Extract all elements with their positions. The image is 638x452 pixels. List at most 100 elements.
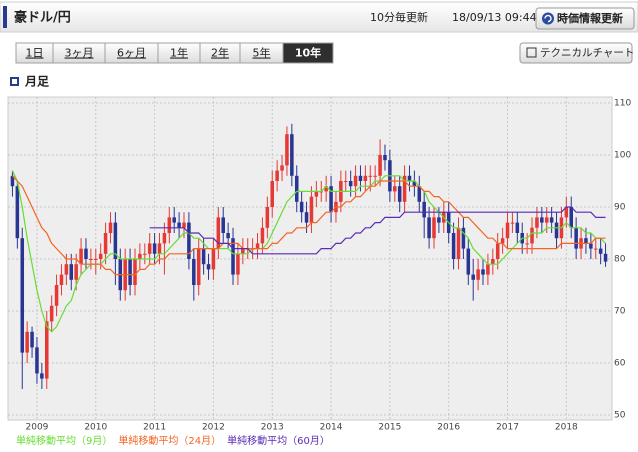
- period-tab-label[interactable]: 1年: [170, 46, 188, 60]
- candle-body: [196, 248, 201, 285]
- candle-body: [280, 165, 284, 171]
- period-tab-label[interactable]: 3ヶ月: [65, 47, 94, 60]
- candle-body: [147, 243, 152, 254]
- candle-body: [241, 248, 245, 254]
- candle-body: [30, 331, 34, 348]
- candle-body: [373, 175, 377, 177]
- candle-body: [540, 217, 544, 223]
- candle-body: [216, 217, 221, 249]
- candle-body: [358, 175, 363, 181]
- x-tick-label: 2017: [496, 423, 519, 433]
- candle-body: [574, 227, 578, 249]
- candle-body: [505, 222, 510, 239]
- candle-body: [314, 191, 319, 197]
- x-tick-label: 2012: [202, 423, 225, 433]
- period-tab-label[interactable]: 6ヶ月: [117, 47, 146, 60]
- candle-body: [451, 233, 456, 259]
- candle-body: [59, 274, 64, 285]
- period-tabs: 1日 3ヶ月 6ヶ月 1年 2年 5年 10年: [15, 42, 334, 64]
- candle-body: [270, 181, 275, 207]
- candle-body: [103, 233, 108, 254]
- refresh-icon[interactable]: [542, 12, 554, 25]
- period-tab[interactable]: 3ヶ月: [52, 42, 106, 64]
- candle-body: [407, 175, 412, 181]
- candle-body: [363, 175, 368, 181]
- candle-body: [290, 134, 294, 176]
- refresh-button-label[interactable]: 時価情報更新: [557, 11, 623, 25]
- header-accent: [3, 6, 7, 28]
- candle-body: [162, 233, 167, 244]
- period-tab[interactable]: 5年: [239, 42, 284, 64]
- candle-body: [211, 248, 216, 270]
- x-tick-label: 2010: [84, 423, 107, 433]
- candle-body: [206, 264, 211, 270]
- x-tick-label: 2013: [261, 423, 284, 433]
- candle-body: [309, 196, 314, 223]
- candle-body: [486, 264, 490, 275]
- period-tab-label[interactable]: 1日: [26, 47, 44, 60]
- candle-body: [255, 243, 260, 249]
- candle-body: [378, 155, 382, 176]
- candle-body: [79, 248, 83, 265]
- period-tab[interactable]: 1日: [15, 42, 54, 64]
- candle-body: [10, 175, 15, 187]
- candle-body: [432, 217, 436, 239]
- candle-body: [152, 243, 157, 254]
- candle-body: [167, 217, 172, 233]
- candle-body: [192, 259, 196, 285]
- candle-body: [177, 222, 181, 228]
- candle-body: [476, 269, 480, 280]
- period-tab[interactable]: 1年: [157, 42, 201, 64]
- candle-body: [589, 243, 593, 249]
- period-tab-label[interactable]: 2年: [211, 46, 229, 60]
- candle-body: [603, 253, 608, 262]
- refresh-button-bg[interactable]: [535, 7, 635, 30]
- technical-button-bg[interactable]: [519, 42, 633, 64]
- candle-body: [471, 274, 475, 280]
- candle-body: [544, 217, 549, 223]
- x-tick-label: 2018: [555, 423, 578, 433]
- candle-body: [515, 222, 520, 233]
- candle-body: [343, 181, 348, 182]
- candle-body: [98, 253, 103, 259]
- candle-body: [500, 238, 505, 244]
- candle-body: [530, 227, 534, 244]
- candle-body: [299, 201, 304, 213]
- x-tick-label: 2009: [26, 423, 49, 433]
- candle-body: [113, 222, 118, 259]
- refresh-button[interactable]: 時価情報更新: [535, 7, 635, 30]
- period-tab[interactable]: 2年: [199, 42, 241, 64]
- candle-body: [94, 259, 98, 260]
- candle-body: [143, 253, 147, 255]
- candle-body: [201, 248, 206, 265]
- candle-body: [74, 264, 78, 280]
- period-tab-bg[interactable]: [282, 42, 334, 64]
- y-tick-label: 90: [614, 203, 626, 213]
- y-tick-label: 60: [614, 359, 626, 369]
- technical-button[interactable]: テクニカルチャート: [519, 42, 634, 64]
- period-tab-label[interactable]: 5年: [253, 46, 271, 60]
- candle-body: [525, 243, 529, 245]
- candle-body: [187, 222, 191, 259]
- candle-body: [20, 238, 25, 353]
- candle-body: [461, 227, 466, 249]
- update-interval: 10分毎更新: [370, 10, 428, 24]
- y-tick-label: 80: [614, 255, 626, 265]
- y-tick-label: 100: [614, 151, 631, 161]
- moving-average-line: [11, 170, 606, 333]
- candle-body: [569, 207, 574, 228]
- technical-button-label[interactable]: テクニカルチャート: [540, 47, 634, 59]
- moving-average-line: [149, 206, 606, 255]
- candle-body: [593, 248, 598, 250]
- header-bar: [0, 1, 638, 33]
- period-tab[interactable]: 6ヶ月: [104, 42, 159, 64]
- candle-body: [417, 186, 422, 202]
- technical-icon[interactable]: [526, 47, 537, 58]
- period-tab[interactable]: 10年: [282, 42, 334, 64]
- period-tab-label[interactable]: 10年: [295, 46, 321, 60]
- candle-body: [393, 186, 397, 192]
- candle-body: [54, 285, 59, 306]
- refresh-icon-arrow[interactable]: [544, 14, 552, 23]
- candle-body: [15, 186, 20, 239]
- x-tick-label: 2011: [143, 423, 166, 433]
